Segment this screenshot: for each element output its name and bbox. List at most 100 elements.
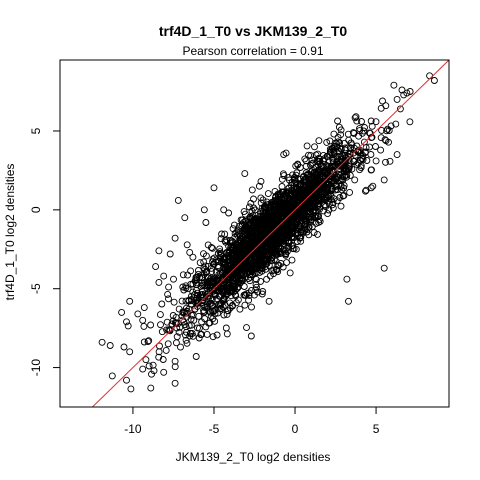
- data-point: [163, 318, 171, 326]
- data-point: [220, 287, 228, 295]
- data-point: [248, 186, 256, 194]
- data-point: [337, 145, 345, 153]
- data-point: [318, 162, 326, 170]
- data-point: [356, 127, 364, 135]
- x-tick-label: 0: [292, 422, 299, 436]
- data-point: [193, 294, 201, 302]
- data-point: [339, 192, 347, 200]
- data-point: [171, 363, 179, 371]
- data-point: [225, 242, 233, 250]
- data-point: [209, 307, 216, 315]
- data-point: [406, 118, 414, 126]
- data-point: [368, 122, 376, 130]
- data-point: [243, 324, 250, 332]
- data-point: [140, 338, 148, 346]
- data-point: [280, 240, 288, 248]
- x-tick-label: -5: [209, 422, 220, 436]
- data-point: [393, 95, 401, 103]
- data-point: [171, 379, 179, 387]
- data-point: [179, 316, 187, 324]
- data-point: [249, 212, 257, 220]
- data-point: [203, 330, 211, 338]
- data-point: [302, 221, 310, 229]
- data-point: [184, 271, 192, 279]
- reference-line: [91, 60, 449, 407]
- data-point: [320, 151, 327, 159]
- data-point: [252, 281, 260, 288]
- y-tick-label: -5: [29, 283, 43, 294]
- data-point: [377, 104, 385, 112]
- data-point: [264, 190, 272, 198]
- data-point: [288, 242, 296, 250]
- data-point: [126, 348, 134, 356]
- data-point: [182, 336, 190, 344]
- data-point: [273, 251, 281, 258]
- data-point: [372, 157, 380, 165]
- data-point: [312, 151, 320, 159]
- data-point: [194, 267, 202, 274]
- data-point: [231, 230, 239, 237]
- data-point: [286, 269, 294, 277]
- data-point: [213, 331, 221, 339]
- data-point: [242, 225, 249, 233]
- data-point: [324, 181, 332, 189]
- data-point: [266, 250, 274, 258]
- data-point: [120, 343, 128, 351]
- data-point: [349, 129, 357, 137]
- data-point: [385, 127, 393, 134]
- data-point: [200, 258, 208, 266]
- data-point: [335, 148, 343, 156]
- data-point: [142, 356, 150, 364]
- data-point: [274, 224, 282, 232]
- data-point: [326, 168, 334, 176]
- data-point: [98, 338, 106, 346]
- data-point: [184, 285, 192, 293]
- data-point: [209, 258, 217, 266]
- data-point: [283, 248, 291, 256]
- data-point: [182, 331, 189, 339]
- data-point: [333, 158, 341, 166]
- data-point: [307, 190, 314, 198]
- data-point: [241, 170, 249, 178]
- y-axis: -10 -5 0 5: [29, 127, 61, 376]
- data-point: [224, 307, 232, 315]
- data-point: [211, 317, 219, 325]
- data-point: [304, 199, 312, 207]
- data-point: [273, 242, 281, 250]
- data-point: [140, 304, 148, 312]
- data-point: [208, 268, 216, 276]
- data-point: [333, 139, 340, 147]
- data-point: [183, 339, 191, 347]
- data-point: [209, 333, 217, 341]
- data-point: [301, 203, 309, 211]
- data-point: [179, 271, 187, 279]
- data-point: [288, 256, 296, 264]
- data-point: [236, 259, 244, 267]
- data-point: [367, 151, 375, 158]
- data-point: [322, 179, 330, 187]
- data-point: [221, 261, 229, 269]
- data-point: [182, 304, 190, 312]
- data-point: [310, 182, 318, 190]
- data-point: [254, 227, 262, 235]
- data-point: [297, 182, 305, 190]
- data-point: [264, 230, 272, 238]
- data-point: [108, 372, 116, 380]
- data-point: [204, 262, 212, 270]
- data-point: [307, 161, 314, 169]
- data-point: [217, 252, 225, 259]
- data-point: [354, 159, 362, 167]
- data-point: [344, 152, 352, 160]
- data-point: [323, 138, 331, 146]
- y-tick-label: 0: [29, 206, 43, 213]
- data-point: [327, 163, 335, 171]
- data-point: [118, 308, 126, 316]
- data-point: [222, 272, 230, 280]
- data-point: [245, 289, 253, 297]
- data-point: [341, 139, 348, 147]
- data-point: [274, 199, 281, 207]
- data-point: [145, 362, 153, 370]
- data-point: [252, 275, 260, 283]
- data-point: [334, 117, 342, 125]
- data-point: [169, 312, 177, 319]
